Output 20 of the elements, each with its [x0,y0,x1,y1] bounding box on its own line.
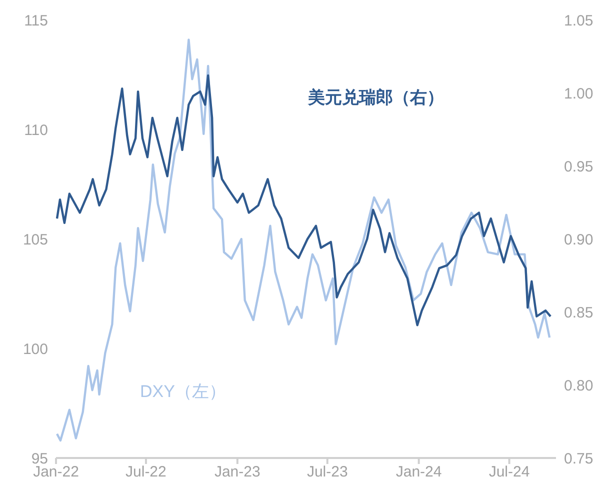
y-tick-label: 110 [24,122,48,139]
y2-tick-label: 0.95 [564,158,594,176]
line-series [56,38,551,442]
x-tick-label: Jan-24 [396,464,442,481]
x-tick-label: Jul-22 [126,464,166,481]
y-tick-label: 115 [24,12,48,30]
x-tick-label: Jul-24 [488,464,530,481]
y2-tick-label: 0.90 [564,231,594,248]
line-series [56,74,552,326]
y2-tick-label: 0.75 [564,450,594,468]
text: DXY（左） [140,381,226,403]
y2-tick-label: 0.85 [564,304,594,322]
y2-tick-label: 0.80 [564,377,594,394]
y-tick-label: 100 [22,340,48,358]
x-tick-label: Jan-23 [214,464,260,481]
y2-tick-label: 1.05 [564,12,594,30]
text: 美元兑瑞郎（右） [308,87,444,109]
y2-tick-label: 1.00 [564,85,594,102]
x-tick-label: Jul-23 [306,464,348,481]
y-tick-label: 105 [22,231,48,248]
